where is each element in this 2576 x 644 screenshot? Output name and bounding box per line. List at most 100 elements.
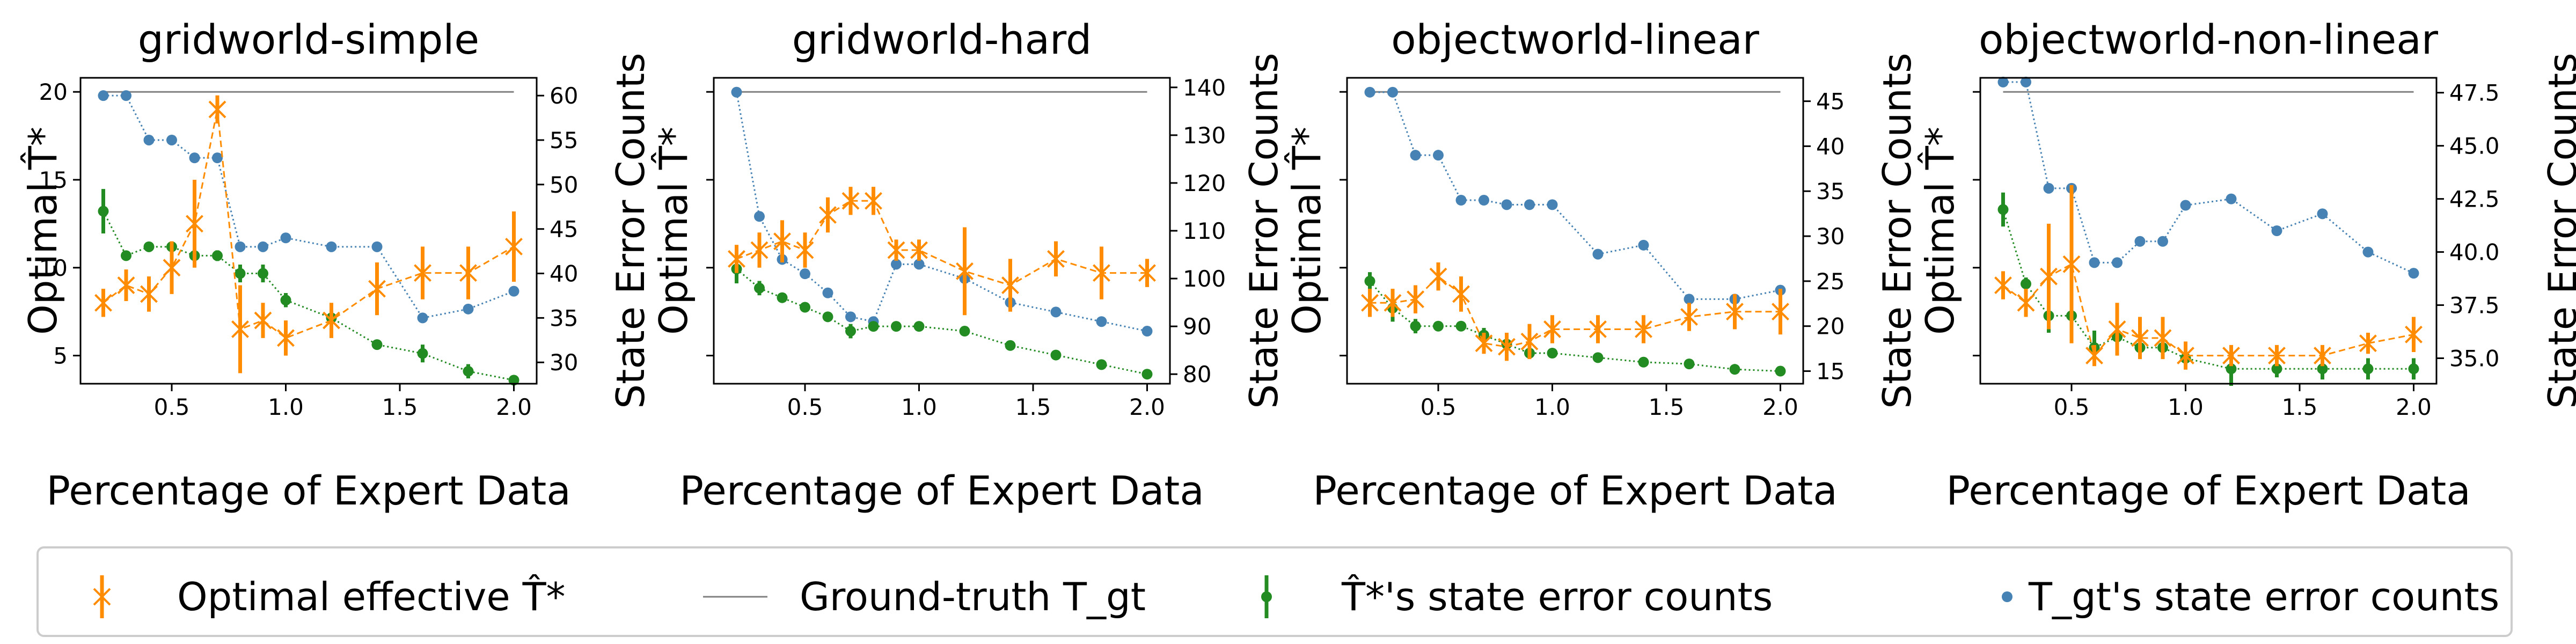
optimal-t-line (2002, 263, 2414, 357)
hat-errors-point (1997, 204, 2009, 215)
hat-errors-point (1775, 365, 1786, 377)
gt-errors-point (121, 90, 131, 101)
right-y-tick-label: 40 (1816, 133, 1845, 159)
hat-errors-point (1096, 359, 1107, 370)
subplot-title: gridworld-simple (138, 16, 479, 63)
right-y-tick-label: 35 (550, 305, 578, 331)
hat-errors-point (800, 302, 810, 313)
gt-errors-point (913, 259, 925, 270)
gt-errors-point (1141, 326, 1153, 337)
hat-errors-point (417, 348, 428, 359)
gt-errors-point (1096, 316, 1107, 327)
optimal-t-marker-b (186, 215, 203, 233)
optimal-t-marker-b (2222, 347, 2240, 365)
x-tick-label: 1.0 (901, 394, 937, 420)
left-y-tick-label: 20 (39, 79, 68, 105)
optimal-t-marker-b (94, 294, 112, 312)
hat-errors-point (1005, 340, 1016, 351)
hat-errors-point (1410, 320, 1421, 332)
hat-errors-line (2002, 209, 2414, 370)
gt-errors-point (891, 259, 902, 270)
x-tick-label: 1.0 (1534, 394, 1570, 420)
optimal-t-marker-b (2154, 329, 2172, 347)
optimal-t-marker-b (1726, 303, 1744, 321)
right-y-tick-label: 45.0 (2449, 133, 2500, 159)
legend-label-optimal: Optimal effective T̂* (177, 574, 566, 619)
right-y-tick-label: 90 (1183, 313, 1211, 340)
gt-errors-point (212, 152, 223, 164)
x-axis-label: Percentage of Expert Data (46, 468, 570, 514)
optimal-t-marker-b (1384, 294, 1402, 312)
gt-errors-line (103, 94, 515, 319)
right-y-tick-label: 110 (1183, 218, 1226, 244)
gt-errors-point (98, 90, 109, 101)
right-y-tick-label: 100 (1183, 266, 1226, 292)
optimal-t-marker-b (728, 250, 745, 268)
right-y-tick-label: 37.5 (2449, 292, 2500, 319)
gt-errors-point (2043, 182, 2054, 194)
left-y-axis-label: Optimal T̂* (20, 127, 65, 335)
hat-errors-point (1729, 364, 1740, 375)
hat-errors-point (98, 206, 109, 217)
hat-errors-line (1369, 280, 1781, 372)
right-y-tick-label: 45 (1816, 89, 1845, 115)
optimal-t-marker-b (2314, 347, 2331, 365)
gt-errors-point (326, 241, 337, 252)
gt-errors-point (731, 86, 742, 98)
left-y-tick-label: 10 (39, 255, 68, 281)
optimal-t-marker-b (1520, 332, 1539, 350)
hat-errors-point (913, 321, 925, 332)
gt-errors-point (2089, 257, 2100, 268)
hat-errors-point (371, 339, 383, 350)
x-tick-label: 1.0 (2168, 394, 2204, 420)
optimal-t-marker-b (1498, 338, 1516, 356)
optimal-t-marker-b (819, 206, 837, 224)
gt-errors-point (1050, 306, 1062, 318)
optimal-t-marker-b (277, 329, 295, 347)
gt-errors-point (2021, 76, 2031, 87)
gt-errors-point (822, 287, 833, 298)
hat-errors-point (280, 295, 291, 306)
gt-errors-point (1638, 239, 1649, 251)
gt-errors-point (2317, 208, 2328, 219)
optimal-t-marker-b (208, 100, 226, 119)
right-y-tick-label: 120 (1183, 170, 1226, 196)
optimal-t-line (103, 109, 515, 339)
gt-errors-point (463, 303, 474, 314)
hat-errors-point (143, 241, 155, 252)
gt-errors-point (235, 241, 246, 252)
gt-errors-line (1370, 91, 1781, 300)
optimal-t-marker-b (1429, 267, 1447, 286)
legend-gt-errors-marker (2002, 591, 2012, 602)
right-y-tick-label: 40.0 (2449, 239, 2500, 266)
x-tick-label: 2.0 (1129, 394, 1165, 420)
hat-errors-point (1050, 349, 1062, 361)
right-y-tick-label: 15 (1816, 358, 1845, 385)
hat-errors-point (1638, 356, 1649, 368)
plot-frame (79, 77, 538, 385)
optimal-t-marker-b (1994, 276, 2012, 294)
hat-errors-point (121, 250, 131, 261)
x-axis-label: Percentage of Expert Data (1946, 468, 2470, 514)
optimal-t-marker-b (140, 285, 158, 303)
hat-errors-point (1684, 358, 1695, 370)
optimal-t-marker-b (2177, 347, 2194, 365)
right-y-tick-label: 60 (550, 83, 578, 109)
optimal-t-marker-b (2062, 255, 2081, 273)
x-tick-label: 0.5 (2054, 394, 2090, 420)
hat-errors-point (508, 375, 519, 386)
gt-errors-point (2271, 225, 2282, 236)
gt-errors-point (417, 312, 428, 324)
optimal-t-marker-b (231, 320, 249, 338)
subplot-title: objectworld-non-linear (1979, 16, 2439, 63)
optimal-t-marker-b (910, 241, 928, 259)
gt-errors-point (143, 134, 155, 145)
optimal-t-marker-b (2085, 347, 2103, 365)
hat-errors-point (891, 321, 902, 332)
gt-errors-point (800, 268, 810, 280)
right-y-tick-label: 47.5 (2449, 80, 2500, 106)
gt-errors-point (2180, 200, 2191, 211)
legend-frame (36, 546, 2513, 637)
gt-errors-point (1387, 86, 1398, 98)
